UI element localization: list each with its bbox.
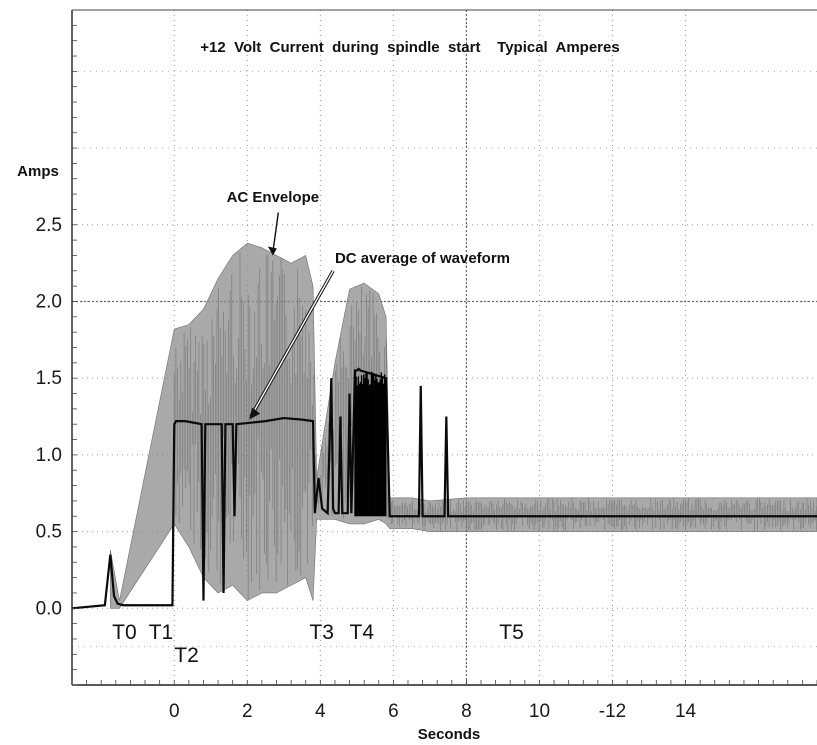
dc-average-line xyxy=(71,367,817,610)
y-tick-label: 2.5 xyxy=(36,215,62,236)
chart-title: +12 Volt Current during spindle start Ty… xyxy=(200,39,619,56)
annotation-label: AC Envelope xyxy=(227,189,320,206)
y-axis-label: Amps xyxy=(17,163,59,180)
y-tick-label: 1.0 xyxy=(36,445,62,466)
x-axis-label: Seconds xyxy=(418,726,481,743)
phase-label: T4 xyxy=(350,621,375,644)
x-tick-label: 6 xyxy=(388,701,399,722)
annotation-arrow xyxy=(272,212,280,253)
phase-label: T0 xyxy=(112,621,137,644)
x-tick-label: 8 xyxy=(461,701,472,722)
x-tick-label: 10 xyxy=(529,701,550,722)
annotation-arrowhead xyxy=(267,246,277,256)
x-tick-label: 4 xyxy=(315,701,326,722)
annotation-arrow-inner xyxy=(250,270,334,417)
phase-label: T1 xyxy=(149,621,174,644)
x-tick-label: 0 xyxy=(169,701,180,722)
x-tick-label: 2 xyxy=(242,701,253,722)
y-tick-label: 0.0 xyxy=(36,598,62,619)
annotation-label: DC average of waveform xyxy=(335,250,510,267)
phase-label: T5 xyxy=(499,621,524,644)
axes xyxy=(71,9,817,686)
chart-labels: 0.0 0.5 1.0 1.5 2.0 2.5 0 2 4 6 8 10 -12 14 +12 Volt C… xyxy=(17,39,696,743)
y-tick-label: 2.0 xyxy=(36,291,62,312)
x-tick-label: 14 xyxy=(675,701,697,722)
phase-label: T2 xyxy=(174,644,199,667)
annotation-arrowhead xyxy=(249,407,261,420)
y-tick-label: 0.5 xyxy=(36,522,62,543)
y-tick-label: 1.5 xyxy=(36,368,62,389)
ac-envelope-area xyxy=(110,242,817,609)
ac-envelope-band xyxy=(110,242,817,609)
x-tick-label: -12 xyxy=(599,701,626,722)
phase-label: T3 xyxy=(309,621,334,644)
dc-average-trace xyxy=(71,367,817,610)
